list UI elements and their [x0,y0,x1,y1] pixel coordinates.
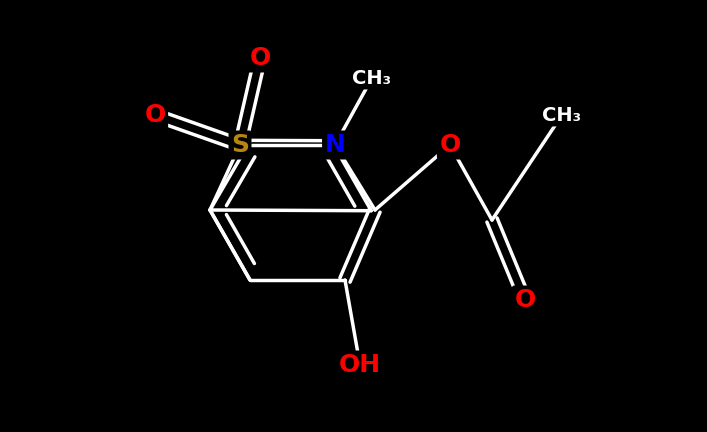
Text: O: O [250,46,271,70]
Text: N: N [325,133,346,157]
Text: O: O [144,103,165,127]
Text: OH: OH [339,353,381,377]
Text: CH₃: CH₃ [353,69,392,88]
Text: S: S [231,133,249,157]
Text: CH₃: CH₃ [542,105,581,124]
Text: O: O [515,288,536,312]
Text: O: O [439,133,461,157]
